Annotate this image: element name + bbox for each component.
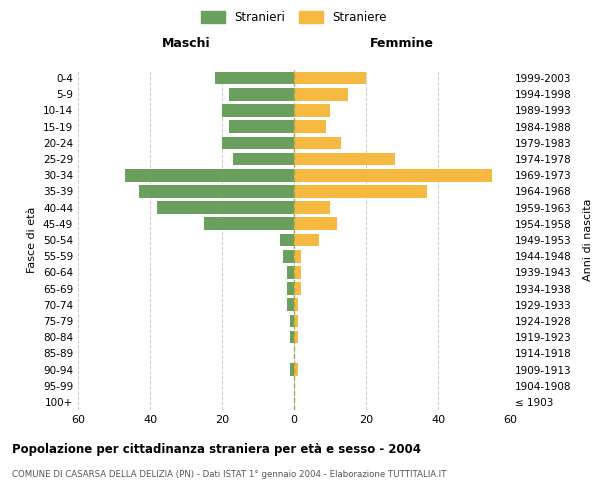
- Y-axis label: Anni di nascita: Anni di nascita: [583, 198, 593, 281]
- Bar: [294, 250, 301, 262]
- Y-axis label: Fasce di età: Fasce di età: [28, 207, 37, 273]
- Bar: [294, 202, 330, 214]
- Bar: [294, 120, 326, 133]
- Bar: [287, 266, 294, 278]
- Bar: [204, 218, 294, 230]
- Bar: [229, 88, 294, 101]
- Bar: [294, 88, 348, 101]
- Bar: [294, 282, 301, 295]
- Legend: Stranieri, Straniere: Stranieri, Straniere: [201, 12, 387, 24]
- Bar: [294, 104, 330, 117]
- Bar: [294, 298, 298, 311]
- Bar: [280, 234, 294, 246]
- Bar: [294, 72, 366, 85]
- Bar: [287, 282, 294, 295]
- Bar: [294, 169, 492, 181]
- Text: Femmine: Femmine: [370, 37, 434, 50]
- Bar: [294, 314, 298, 328]
- Bar: [287, 298, 294, 311]
- Text: Maschi: Maschi: [161, 37, 211, 50]
- Bar: [294, 234, 319, 246]
- Bar: [290, 363, 294, 376]
- Bar: [294, 185, 427, 198]
- Text: COMUNE DI CASARSA DELLA DELIZIA (PN) - Dati ISTAT 1° gennaio 2004 - Elaborazione: COMUNE DI CASARSA DELLA DELIZIA (PN) - D…: [12, 470, 446, 479]
- Bar: [215, 72, 294, 85]
- Bar: [290, 314, 294, 328]
- Bar: [139, 185, 294, 198]
- Bar: [290, 331, 294, 344]
- Bar: [229, 120, 294, 133]
- Bar: [222, 136, 294, 149]
- Bar: [222, 104, 294, 117]
- Text: Popolazione per cittadinanza straniera per età e sesso - 2004: Popolazione per cittadinanza straniera p…: [12, 442, 421, 456]
- Bar: [294, 218, 337, 230]
- Bar: [283, 250, 294, 262]
- Bar: [233, 152, 294, 166]
- Bar: [294, 152, 395, 166]
- Bar: [157, 202, 294, 214]
- Bar: [294, 266, 301, 278]
- Bar: [125, 169, 294, 181]
- Bar: [294, 136, 341, 149]
- Bar: [294, 363, 298, 376]
- Bar: [294, 331, 298, 344]
